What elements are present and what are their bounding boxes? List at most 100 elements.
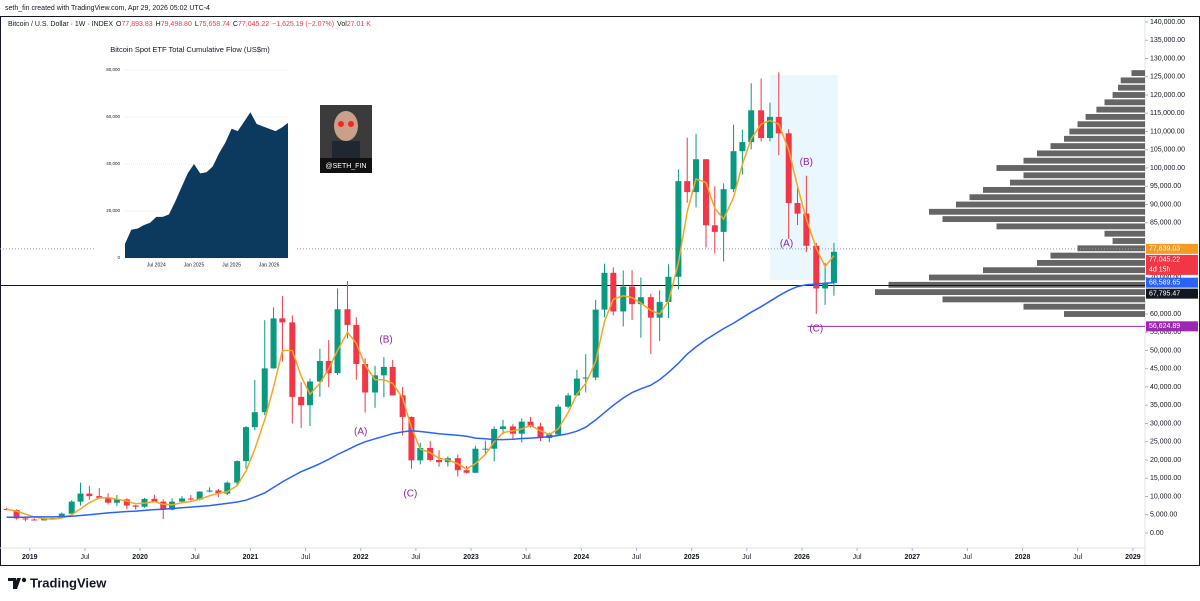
volume-profile-bar [1069,128,1145,135]
volume-profile-bar [956,201,1145,208]
quote-label: L [195,21,199,28]
volume-profile-bar [1023,157,1145,164]
y-tick-label: 40,000 [106,161,120,166]
candle-body [160,501,167,510]
candle-body [251,412,258,428]
wave-annotation: (B) [379,335,392,346]
candle-body [693,159,700,193]
price-label [1146,254,1198,275]
candle-body [417,447,424,461]
y-tick-label: 15,000.00 [1150,475,1181,482]
x-tick-label: Jul [80,554,89,561]
candle-body [22,518,29,520]
y-tick-label: 0 [117,255,120,260]
candle-body [620,286,627,312]
wave-annotation: (B) [800,157,813,168]
candle-body [242,427,249,462]
volume-profile-bar [1023,303,1145,310]
avatar-face [334,111,358,141]
candle-body [637,297,644,305]
candle-body [527,421,534,427]
price-label-text: 68,589.65 [1149,279,1180,286]
candle-body [711,225,718,232]
inset-title: Bitcoin Spot ETF Total Cumulative Flow (… [110,45,270,54]
main-chart: (B) (A) (C) (B) (A) (C) [0,70,1145,522]
candle-body [720,189,727,232]
volume-profile-bar [942,216,1145,223]
volume-profile-bar [1064,135,1145,142]
candle-body [372,375,379,393]
x-tick-label: Jul [301,554,310,561]
candle-body [196,491,203,500]
y-tick-label: 40,000.00 [1150,384,1181,391]
candle-body [113,499,120,503]
volume-profile-bar [996,165,1145,171]
candle-body [389,366,396,396]
candle-body [261,368,268,413]
wave-annotation: (A) [780,239,793,250]
volume-profile-bar [1131,70,1145,77]
brand-name: TradingView [30,575,107,590]
x-tick-label: Jul 2024 [147,262,166,268]
x-tick-label: Jan 2026 [259,262,280,268]
x-tick-label: Jan 2025 [184,262,205,268]
y-tick-label: 135,000.00 [1150,37,1185,44]
volume-profile-bar [969,194,1145,201]
candle-body [684,181,691,193]
symbol: Bitcoin / U.S. Dollar · 1W · INDEX [8,21,113,28]
x-tick-label: Jul [853,554,862,561]
candle-body [224,482,231,494]
brand-logo-dot [21,577,27,583]
avatar-eye [338,121,344,127]
countdown: 4d 15h [1149,267,1171,274]
y-tick-label: 50,000.00 [1150,347,1181,354]
y-tick-label: 25,000.00 [1150,439,1181,446]
candle-body [13,510,20,519]
area [125,112,288,258]
candle-body [739,142,746,152]
price-label-text: 77,045.22 [1149,257,1180,264]
footer-bar [0,566,1200,601]
candle-body [629,286,636,305]
volume-profile-bar [1010,179,1145,186]
candle-body [279,318,286,323]
candle-body [601,272,608,310]
candle-body [399,395,406,417]
candle-body [132,505,139,507]
candle-body [187,498,194,500]
y-tick-label: 100,000.00 [1150,165,1185,172]
volume-profile-bar [1077,121,1145,128]
quote-value: 77,893.83 [121,21,152,28]
candle-body [610,272,617,312]
volume-profile-bar [1096,106,1145,113]
x-tick-label: Jul [411,554,420,561]
quote-label: H [156,21,161,28]
candle-body [565,395,572,407]
y-tick-label: 125,000.00 [1150,74,1185,81]
candle-body [151,498,158,502]
candle-body [785,133,792,204]
candle-body [41,518,48,521]
candle-body [582,377,589,379]
candle-body [289,322,296,397]
avatar-eye [348,121,354,127]
price-label [1146,321,1198,332]
quote-label: O [116,21,122,28]
candle-body [96,496,103,498]
volume-profile-bar [929,274,1145,281]
x-tick-label: 2021 [243,554,259,561]
volume-profile-bar [1112,238,1145,244]
candle-body [647,297,654,318]
wave-annotation: (C) [809,324,823,335]
candle-body [215,490,222,494]
y-tick-label: 90,000.00 [1150,201,1181,208]
y-tick-label: 130,000.00 [1150,55,1185,62]
volume-profile-bar [1037,259,1145,266]
candle-body [803,213,810,246]
y-tick-label: 120,000.00 [1150,92,1185,99]
x-tick-label: 2019 [22,554,38,561]
candle-body [518,421,525,434]
volume-profile-bar [1112,92,1145,98]
candle-body [362,364,369,393]
